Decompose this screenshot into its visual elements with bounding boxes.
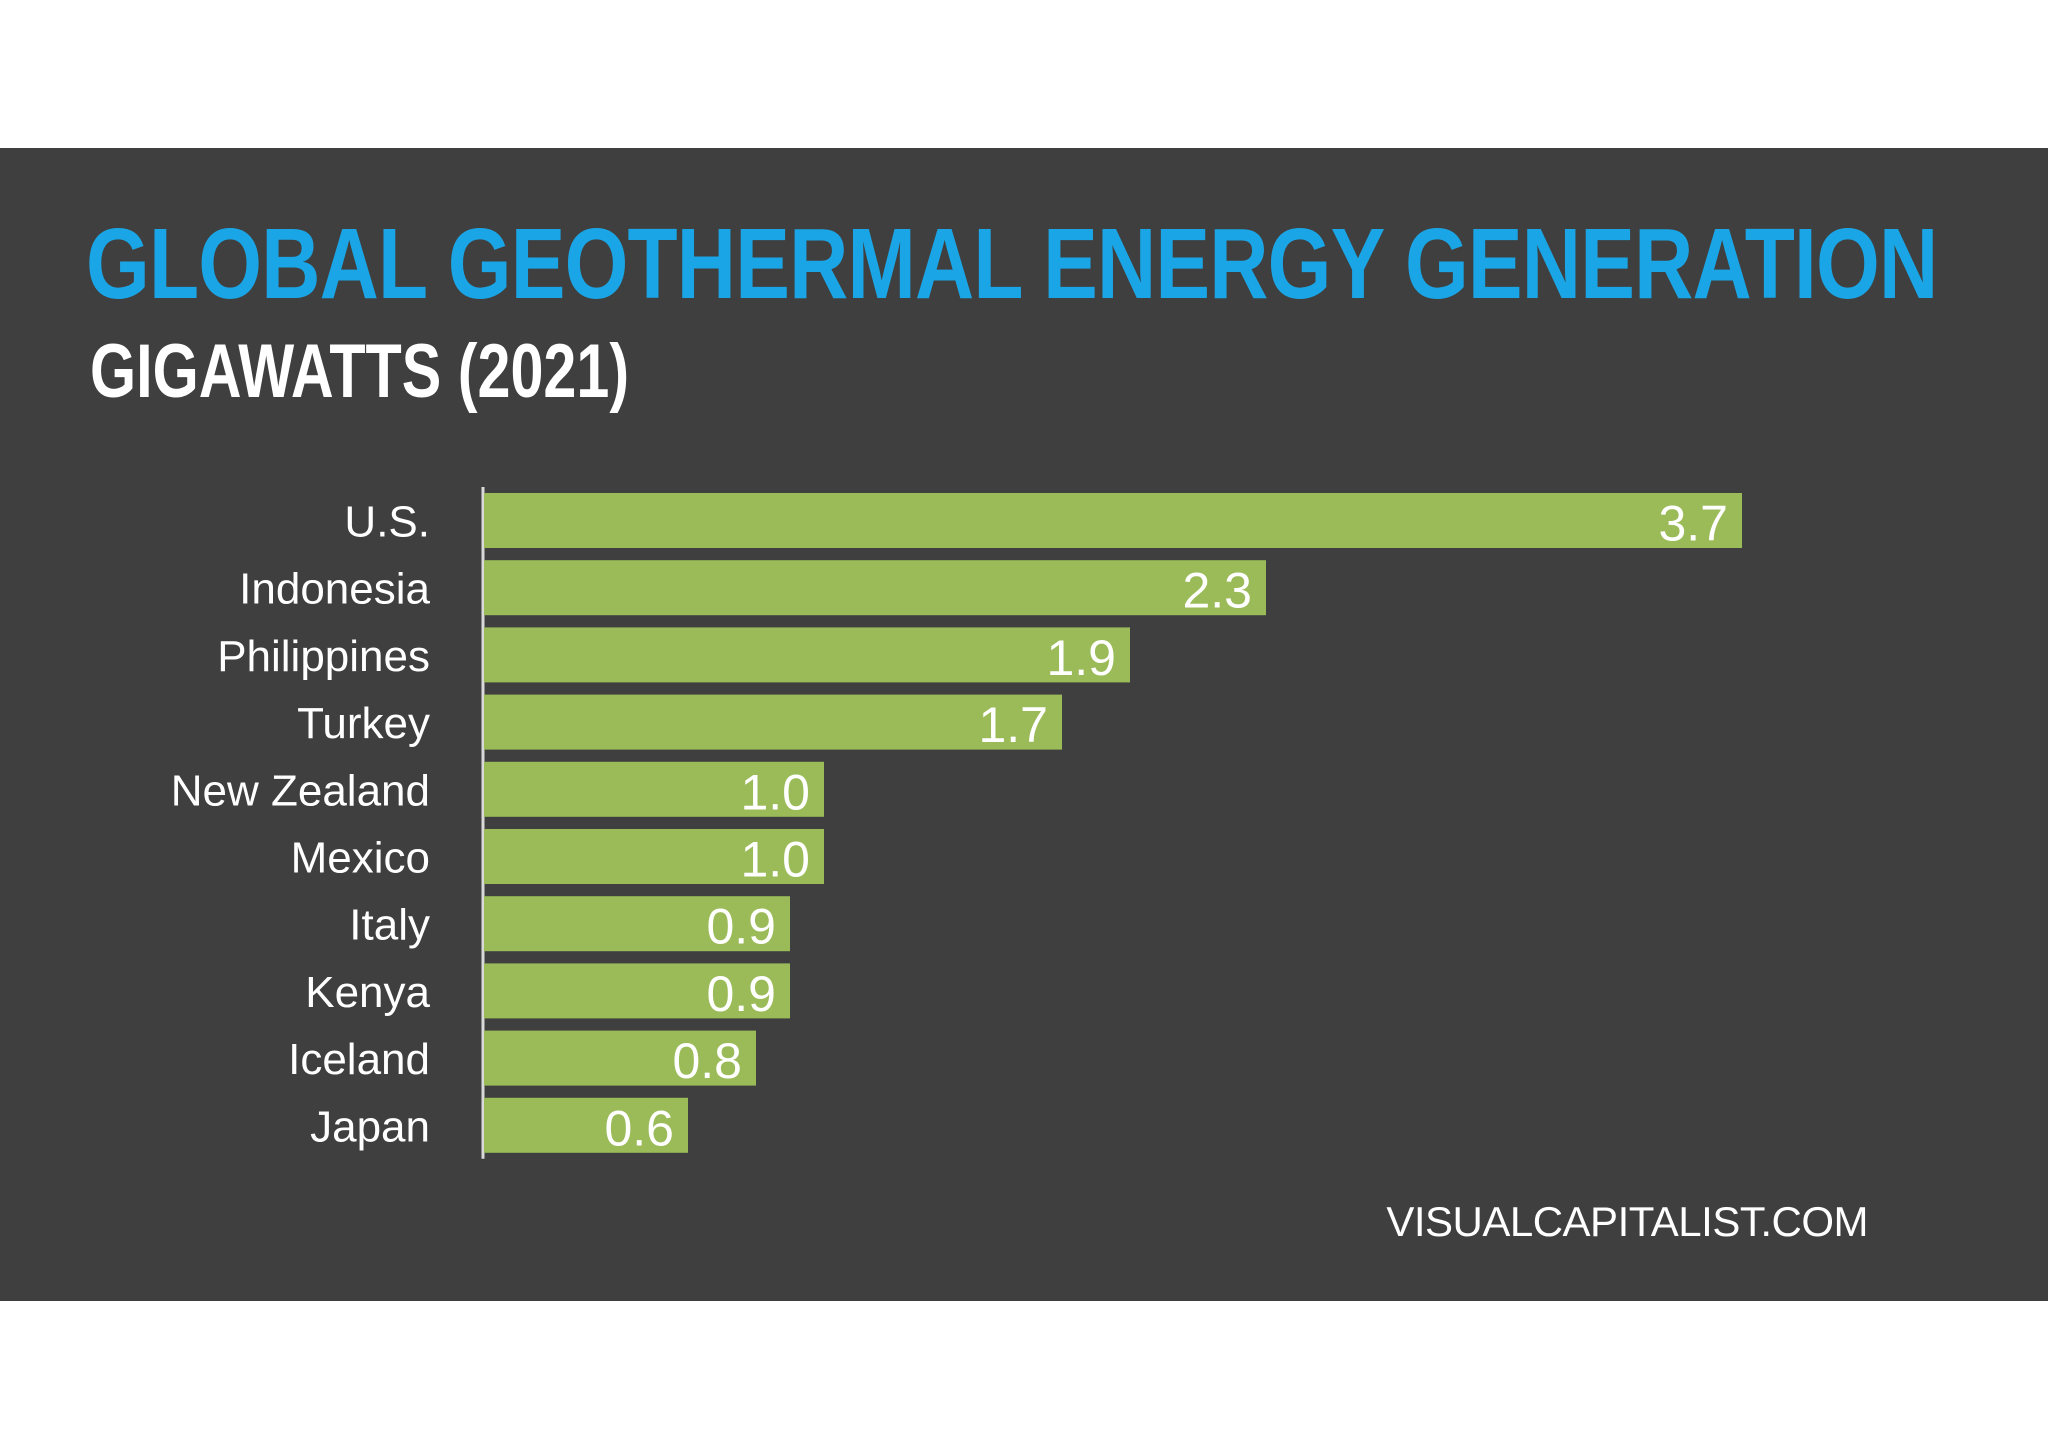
bar-philippines [484,627,1130,683]
bar-indonesia [484,560,1266,616]
category-label: Italy [349,901,430,950]
value-label: 1.7 [978,697,1048,753]
value-label: 0.9 [706,899,776,955]
category-label: Philippines [217,632,430,681]
source-credit: VISUALCAPITALIST.COM [1386,1198,1868,1245]
value-label: 1.0 [740,832,810,888]
value-label: 0.8 [672,1033,742,1089]
category-label: Indonesia [239,565,430,614]
bar-turkey [484,694,1062,750]
category-label: Japan [310,1102,430,1151]
category-label: New Zealand [171,766,430,815]
bar-japan [484,1097,688,1153]
category-label: U.S. [344,498,430,547]
category-label: Mexico [291,834,430,883]
category-label: Kenya [305,968,430,1017]
bar-iceland [484,1030,756,1086]
value-label: 1.9 [1046,630,1116,686]
category-label: Iceland [288,1035,430,1084]
chart-subtitle: GIGAWATTS (2021) [90,329,630,414]
category-label: Turkey [297,699,430,748]
chart-title: GLOBAL GEOTHERMAL ENERGY GENERATION [86,208,1938,320]
bar-mexico [484,829,824,884]
bar-italy [484,896,790,952]
value-label: 2.3 [1182,563,1252,619]
value-label: 0.9 [706,966,776,1022]
value-label: 0.6 [604,1100,674,1156]
bar-new-zealand [484,761,824,817]
bar-kenya [484,963,790,1019]
bar-u-s [484,493,1742,548]
value-label: 3.7 [1658,496,1728,552]
value-label: 1.0 [740,764,810,820]
